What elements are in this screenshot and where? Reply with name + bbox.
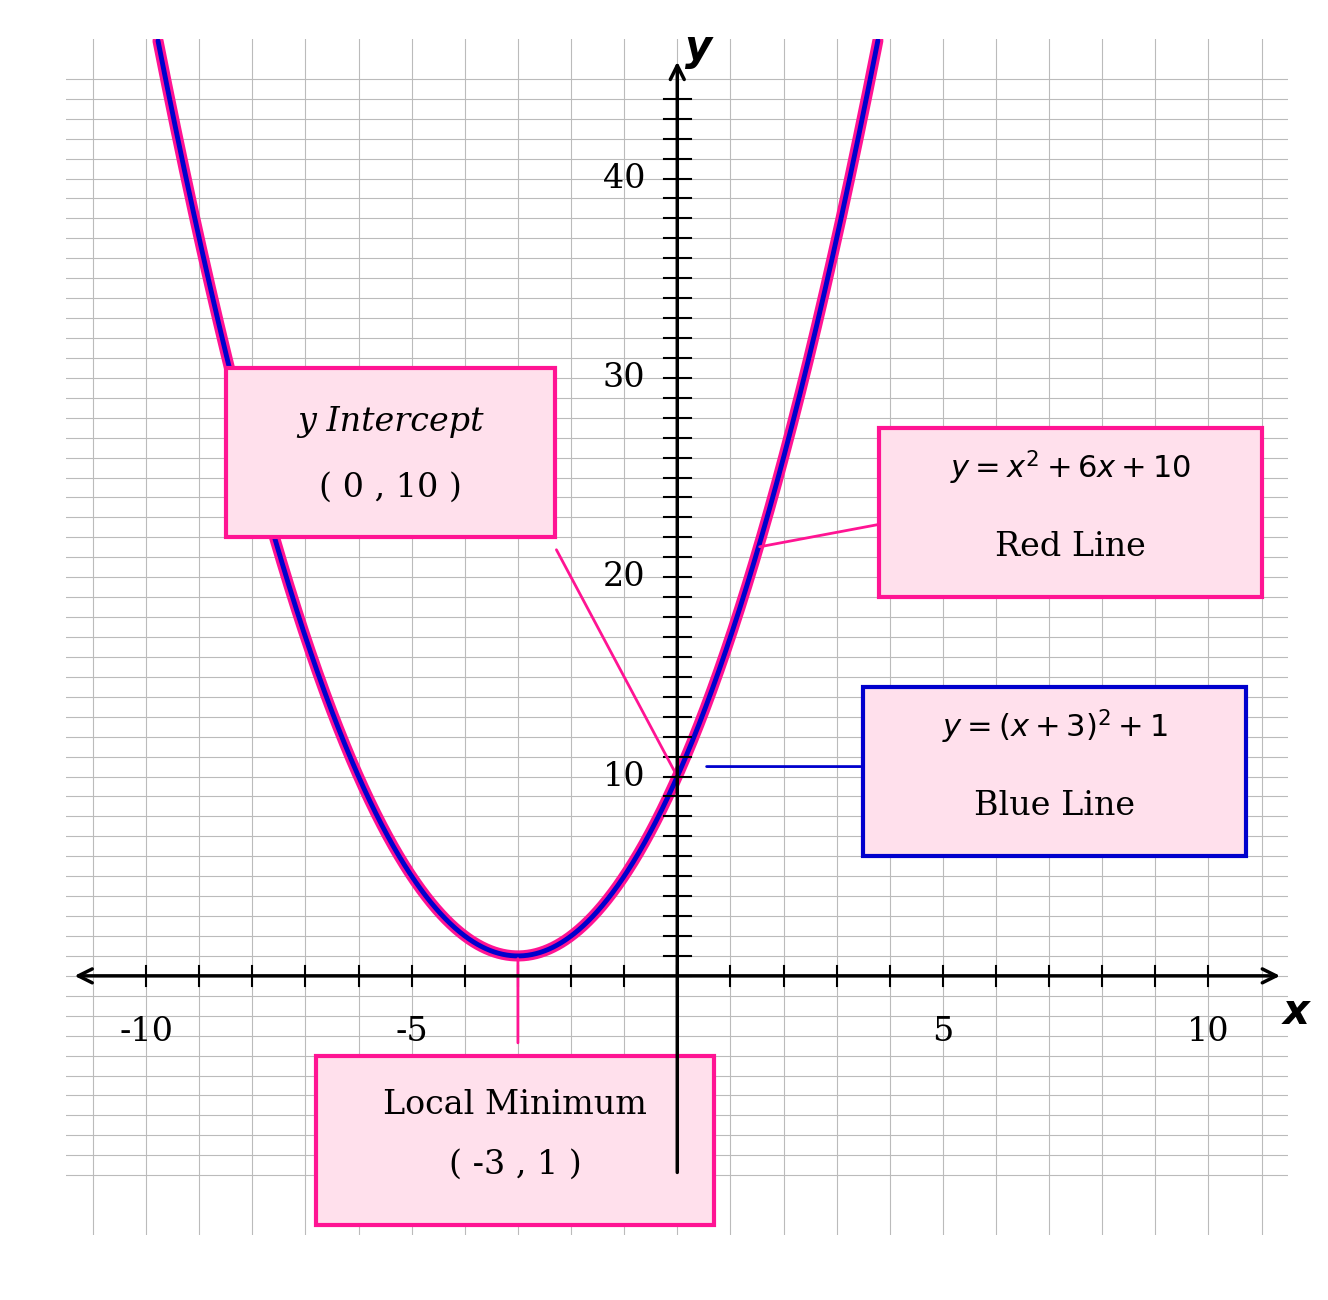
Text: Blue Line: Blue Line — [973, 790, 1135, 823]
Text: 20: 20 — [603, 562, 645, 593]
Text: 10: 10 — [1187, 1015, 1230, 1048]
Bar — [226, 368, 555, 537]
Text: 5: 5 — [932, 1015, 954, 1048]
Bar — [879, 428, 1262, 597]
Text: y Intercept: y Intercept — [297, 406, 483, 438]
Bar — [316, 1056, 714, 1225]
Text: 30: 30 — [603, 361, 645, 394]
Text: $y = x^2 + 6x + 10$: $y = x^2 + 6x + 10$ — [950, 448, 1191, 486]
Text: x: x — [1283, 991, 1309, 1032]
Text: Red Line: Red Line — [995, 532, 1146, 563]
Text: y: y — [685, 27, 712, 69]
Bar — [863, 686, 1246, 857]
Text: -10: -10 — [120, 1015, 173, 1048]
Text: 40: 40 — [603, 162, 645, 195]
Text: Local Minimum: Local Minimum — [384, 1089, 647, 1122]
Text: ( 0 , 10 ): ( 0 , 10 ) — [319, 472, 462, 503]
Text: ( -3 , 1 ): ( -3 , 1 ) — [449, 1149, 582, 1182]
Text: -5: -5 — [396, 1015, 428, 1048]
Text: 10: 10 — [603, 760, 645, 793]
Text: $y = (x + 3)^2 + 1$: $y = (x + 3)^2 + 1$ — [942, 707, 1167, 746]
